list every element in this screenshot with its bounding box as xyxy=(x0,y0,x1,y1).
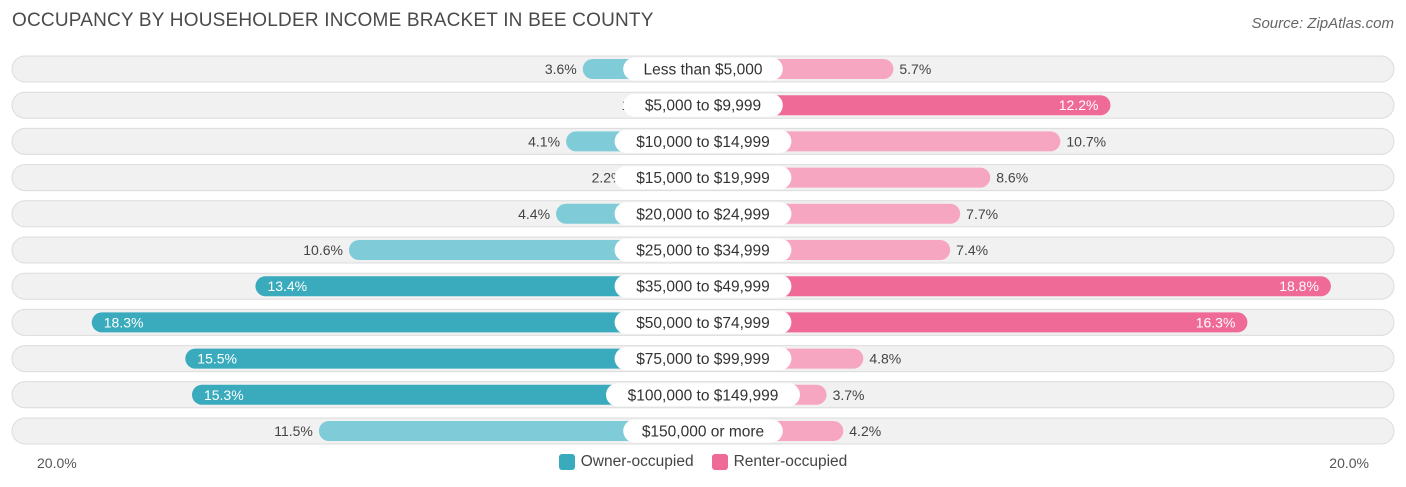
renter-value-label: 18.8% xyxy=(1279,278,1319,294)
owner-bar xyxy=(91,312,703,333)
legend-owner[interactable]: Owner-occupied xyxy=(558,453,694,471)
legend-renter-label: Renter-occupied xyxy=(733,453,848,470)
category-label: $75,000 to $99,999 xyxy=(636,351,770,368)
category-pill xyxy=(614,129,792,153)
owner-value-label: 15.3% xyxy=(204,387,244,403)
renter-value-label: 7.7% xyxy=(966,206,998,222)
category-label: $150,000 or more xyxy=(642,424,764,441)
category-label: $5,000 to $9,999 xyxy=(645,98,761,115)
renter-value-label: 3.7% xyxy=(833,387,865,403)
renter-value-label: 8.6% xyxy=(996,170,1028,186)
category-label: $25,000 to $34,999 xyxy=(636,243,770,260)
owner-value-label: 10.6% xyxy=(303,242,343,258)
category-pill xyxy=(614,310,792,334)
renter-bar xyxy=(703,312,1248,333)
axis-right-label: 20.0% xyxy=(1329,455,1369,471)
category-pill xyxy=(623,419,783,443)
owner-value-label: 3.6% xyxy=(545,61,577,77)
legend-renter-swatch xyxy=(711,454,728,470)
category-label: $15,000 to $19,999 xyxy=(636,170,770,187)
owner-bar xyxy=(185,348,704,369)
owner-value-label: 4.1% xyxy=(528,133,560,149)
owner-value-label: 11.5% xyxy=(274,423,313,439)
renter-value-label: 12.2% xyxy=(1059,97,1099,113)
renter-bar xyxy=(703,276,1331,297)
category-pill xyxy=(614,238,792,262)
renter-bar xyxy=(703,95,1111,116)
renter-bar xyxy=(703,131,1061,152)
legend-owner-label: Owner-occupied xyxy=(580,453,694,470)
category-label: $20,000 to $24,999 xyxy=(636,206,770,223)
category-pill xyxy=(614,202,792,226)
category-pill xyxy=(614,166,792,190)
owner-value-label: 13.4% xyxy=(267,278,307,294)
renter-value-label: 5.7% xyxy=(899,61,931,77)
owner-bar xyxy=(348,240,703,260)
category-pill xyxy=(606,383,800,407)
owner-bar xyxy=(191,384,704,405)
chart-source: Source: ZipAtlas.com xyxy=(1251,15,1394,32)
renter-value-label: 4.2% xyxy=(849,423,881,439)
legend: Owner-occupied Renter-occupied xyxy=(0,453,1406,471)
category-label: $10,000 to $14,999 xyxy=(636,134,770,151)
chart-title: OCCUPANCY BY HOUSEHOLDER INCOME BRACKET … xyxy=(12,10,654,31)
legend-owner-swatch xyxy=(558,454,575,470)
legend-renter[interactable]: Renter-occupied xyxy=(711,453,848,471)
renter-value-label: 7.4% xyxy=(956,242,988,258)
category-label: $35,000 to $49,999 xyxy=(636,279,770,296)
owner-bar xyxy=(255,276,703,297)
renter-value-label: 16.3% xyxy=(1196,314,1236,330)
category-pill xyxy=(623,93,783,117)
category-pill xyxy=(623,57,783,81)
renter-value-label: 10.7% xyxy=(1066,133,1106,149)
owner-value-label: 4.4% xyxy=(518,206,550,222)
category-pill xyxy=(614,347,792,371)
category-pill xyxy=(614,274,792,298)
category-label: $100,000 to $149,999 xyxy=(628,387,779,404)
owner-value-label: 15.5% xyxy=(197,351,237,367)
owner-value-label: 18.3% xyxy=(104,314,144,330)
axis-left-label: 20.0% xyxy=(37,455,77,471)
renter-value-label: 4.8% xyxy=(869,351,901,367)
category-label: $50,000 to $74,999 xyxy=(636,315,770,332)
owner-bar xyxy=(318,421,703,441)
category-label: Less than $5,000 xyxy=(644,62,763,79)
